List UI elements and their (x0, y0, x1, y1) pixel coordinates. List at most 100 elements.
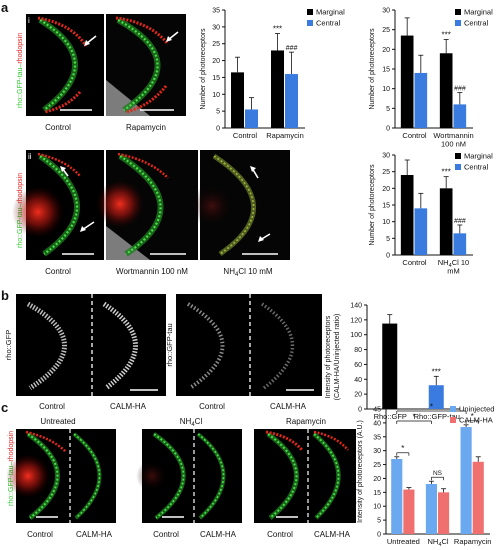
y-tick-label: 0 (386, 253, 390, 260)
bar (472, 461, 484, 534)
bar (453, 104, 467, 128)
chart-legend: Marginal Central (455, 152, 493, 172)
chart-nh4cl: 0 5 10 15 20 25 30 Number of photoreceptors Cont… (369, 152, 493, 276)
y-tick-label: 0 (377, 532, 381, 539)
bar (382, 323, 398, 409)
sig-label: * (413, 413, 416, 422)
legend-label: Central (464, 19, 489, 28)
bar (414, 208, 428, 255)
sig-label: ### (454, 86, 466, 93)
panel-c-caption-control-2: Control (153, 530, 179, 539)
y-tick-label: 35 (212, 8, 220, 15)
chart-panel-c-intensity: 0 5 10 15 20 25 30 35 40 45 Intensity of photorece… (357, 403, 494, 549)
y-tick-label: 10 (382, 86, 390, 93)
bar (400, 175, 414, 255)
row-ii-caption-control: Control (45, 267, 71, 276)
y-tick-label: 25 (382, 169, 390, 176)
legend-swatch (450, 406, 456, 412)
bar (231, 72, 244, 128)
y-tick-label: 5 (377, 518, 381, 525)
x-tick-label: Control (402, 258, 427, 267)
y-tick-label: 5 (386, 106, 390, 113)
bar (439, 188, 453, 255)
panel-c-image-untreated (6, 429, 116, 523)
row-i-image-rapamycin (106, 14, 186, 116)
x-tick-label-line2: 100 nM (441, 140, 466, 149)
panel-c-caption-calm-2: CALM-HA (200, 530, 237, 539)
panel-c-title-rapamycin: Rapamycin (286, 417, 326, 426)
x-tick-label: Wortmannin (433, 131, 473, 140)
sig-label: ### (454, 218, 466, 225)
bar (453, 233, 467, 255)
legend-swatch (455, 164, 461, 170)
panel-b-caption-control-1: Control (39, 402, 65, 411)
chart-legend: Marginal Central (455, 8, 493, 28)
y-tick-label: 20 (382, 47, 390, 54)
panel-b-caption-calm-1: CALM-HA (110, 402, 147, 411)
y-axis-label: Number of photoreceptors (369, 164, 376, 246)
bar (425, 484, 437, 534)
bar (414, 72, 428, 128)
chart-axes: 0 5 10 15 20 25 30 Number of photoreceptors (369, 8, 473, 133)
y-tick-label: 140 (350, 303, 362, 310)
row-i-stain-label: rho::GFP-tau–rhodopsin (17, 33, 24, 108)
panel-b-image-rho-gfp-tau (176, 294, 322, 396)
legend-swatch (455, 9, 461, 15)
y-tick-label: 25 (373, 462, 381, 469)
y-tick-label: 30 (382, 8, 390, 15)
y-axis-label-line2: (CALM-HA/Uninjected ratio) (334, 314, 341, 401)
chart-legend: Uninjected CALM-HA (450, 405, 494, 425)
y-tick-label: 0 (216, 126, 220, 133)
row-i-caption-rapamycin: Rapamycin (126, 123, 166, 132)
y-tick-label: 0 (386, 126, 390, 133)
y-tick-label: 35 (373, 434, 381, 441)
panel-c-title-nh4cl: NH4Cl (180, 417, 203, 428)
y-tick-label: 0 (358, 407, 362, 414)
y-tick-label: 25 (212, 41, 220, 48)
bar (391, 459, 403, 534)
x-tick-label: NH4Cl 10 (438, 258, 469, 269)
sig-label: ### (286, 45, 298, 52)
y-tick-label: 20 (354, 392, 362, 399)
sig-label: * (430, 403, 433, 412)
x-tick-label: Untreated (387, 537, 420, 546)
legend-swatch (307, 20, 313, 26)
panel-a-letter: a (1, 0, 9, 15)
y-axis-label: Number of photoreceptors (200, 28, 207, 110)
bar (439, 53, 453, 129)
chart-panel-b-intensity: 0 20 40 60 80 100 120 140 Intensity of photorece… (325, 303, 460, 421)
y-tick-label: 15 (382, 67, 390, 74)
x-tick-label: NH4Cl (427, 537, 448, 548)
panel-c-caption-calm-3: CALM-HA (314, 530, 351, 539)
legend-label: Central (316, 19, 341, 28)
bar (460, 427, 472, 534)
y-axis-label: Number of photoreceptors (369, 28, 376, 110)
y-tick-label: 5 (216, 109, 220, 116)
row-i-image-control: i (26, 14, 104, 116)
y-tick-label: 25 (382, 27, 390, 34)
panel-b-ylabel-rho-gfp: rho::GFP (4, 330, 13, 360)
panel-c-image-rapamycin (254, 429, 356, 523)
legend-swatch (450, 417, 456, 423)
y-tick-label: 20 (212, 58, 220, 65)
panel-c-letter: c (1, 400, 8, 415)
x-tick-label: Rho::GFP-tau (414, 412, 460, 421)
panel-c-caption-control-1: Control (27, 530, 53, 539)
y-tick-label: 15 (373, 490, 381, 497)
y-axis-label: Intensity of photoreceptors (325, 315, 332, 398)
bar (400, 35, 414, 128)
y-tick-label: 15 (212, 75, 220, 82)
legend-label: Marginal (464, 8, 493, 17)
legend-label: CALM-HA (459, 416, 493, 425)
bar (245, 109, 258, 128)
row-i-caption-control: Control (45, 123, 71, 132)
y-tick-label: 15 (382, 203, 390, 210)
y-tick-label: 40 (373, 420, 381, 427)
legend-swatch (455, 20, 461, 26)
y-axis-label: Intensity of photoreceptors (A.U.) (357, 420, 364, 523)
y-tick-label: 60 (354, 362, 362, 369)
y-tick-label: 45 (373, 407, 381, 414)
bar (285, 74, 298, 128)
y-tick-label: 10 (212, 92, 220, 99)
